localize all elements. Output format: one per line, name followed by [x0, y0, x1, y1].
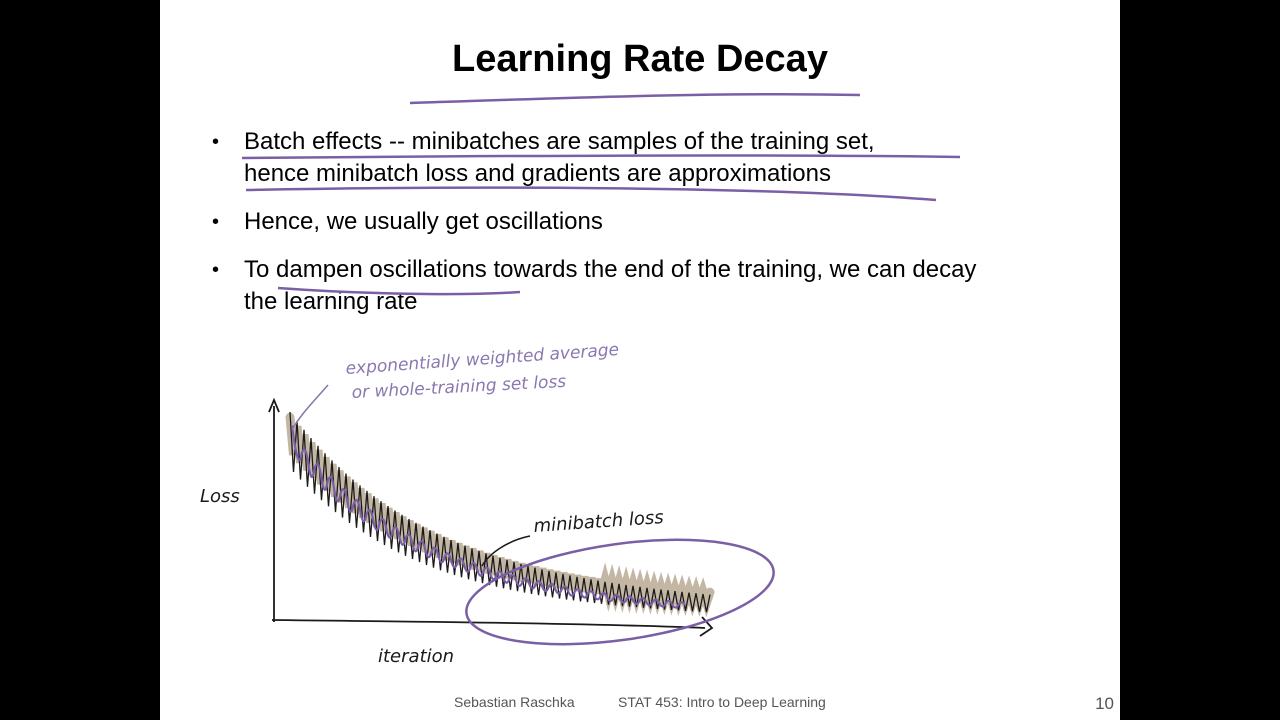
slide: Learning Rate Decay Batch effects -- min…: [160, 0, 1120, 720]
purple-loss-scribble: [290, 425, 686, 609]
x-axis-label: iteration: [378, 646, 454, 667]
handwritten-sketch: exponentially weighted average or whole-…: [200, 92, 961, 667]
y-axis-label: Loss: [200, 486, 240, 507]
footer-author: Sebastian Raschka: [454, 694, 575, 710]
slide-title: Learning Rate Decay: [452, 38, 828, 80]
page-number: 10: [1095, 694, 1114, 713]
minibatch-loss-curve: [289, 411, 711, 613]
x-axis: [271, 619, 706, 629]
bullet-item: Hence, we usually get oscillations: [212, 206, 1102, 238]
annotation-line-2: or whole-training set loss: [351, 372, 567, 403]
minibatch-pointer: [481, 535, 531, 567]
annotation-arrow: [291, 384, 329, 431]
footer-course: STAT 453: Intro to Deep Learning: [618, 694, 826, 710]
minibatch-loss-label: minibatch loss: [533, 507, 664, 537]
bullet-list: Batch effects -- minibatches are samples…: [212, 126, 1102, 334]
bullet-text: Batch effects -- minibatches are samples…: [244, 128, 875, 155]
annotation-line-1: exponentially weighted average: [345, 340, 620, 379]
bullet3-underline: [277, 286, 521, 296]
bullet-text: Hence, we usually get oscillations: [244, 208, 603, 235]
convergence-circle: [465, 538, 775, 646]
bullet-text: hence minibatch loss and gradients are a…: [244, 160, 832, 187]
bullet-text: To dampen oscillations towards the end o…: [244, 256, 977, 283]
bullet-item: Batch effects -- minibatches are samples…: [212, 126, 1102, 190]
bullet1-underline-a: [241, 154, 961, 160]
bullet1-underline-b: [245, 186, 937, 202]
title-underline: [409, 92, 861, 105]
y-axis-arrow: [268, 397, 280, 413]
